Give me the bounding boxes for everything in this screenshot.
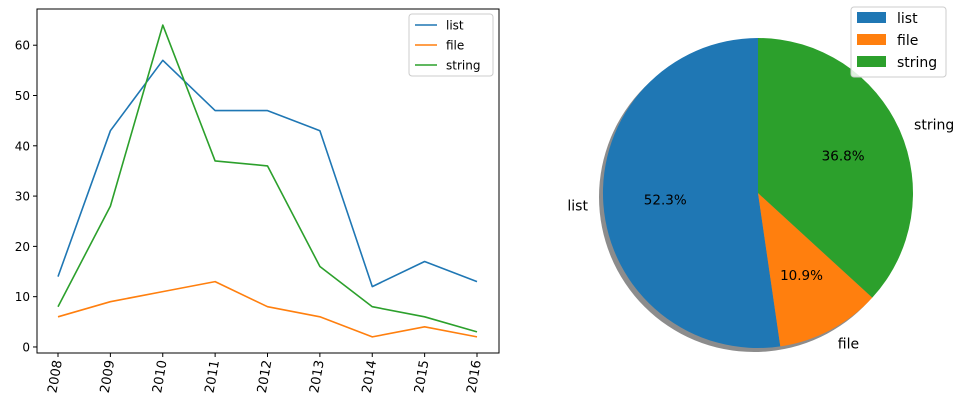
- legend-string-label: string: [446, 59, 480, 73]
- x-tick-label: 2010: [150, 359, 171, 394]
- pie-percent-file: 10.9%: [780, 268, 823, 284]
- pie-legend-string-swatch: [857, 56, 886, 67]
- pie-slice-string: [758, 38, 913, 298]
- pie-label-string: string: [914, 117, 954, 133]
- pie-percent-string: 36.8%: [822, 149, 865, 165]
- series-string-line: [57, 24, 478, 333]
- y-tick-label: 0: [22, 340, 30, 354]
- x-tick-label: 2014: [360, 359, 381, 394]
- x-tick-label: 2016: [464, 359, 485, 394]
- y-tick-label: 50: [15, 89, 30, 103]
- legend-list-label: list: [446, 19, 464, 33]
- y-tick-label: 30: [15, 190, 30, 204]
- legend-file-label: file: [446, 39, 464, 53]
- line-chart-series: [57, 24, 478, 338]
- pie-label-file: file: [838, 337, 859, 353]
- pie-slice-list: [602, 37, 781, 348]
- pie-percent-list: 52.3%: [644, 193, 687, 209]
- x-tick-label: 2013: [307, 359, 328, 394]
- x-tick-label: 2008: [45, 359, 66, 394]
- line-chart-legend: list file string: [408, 13, 494, 77]
- pie-legend-list-swatch: [857, 12, 886, 23]
- series-list-line: [57, 59, 478, 288]
- x-tick-label: 2009: [98, 359, 119, 394]
- pie-chart-legend: list file string: [850, 6, 947, 78]
- pie-legend-list-label: list: [897, 11, 918, 27]
- x-tick-label: 2015: [412, 359, 433, 394]
- y-tick-label: 20: [15, 240, 30, 254]
- y-tick-label: 60: [15, 39, 30, 53]
- line-chart-y-ticks: 0 10 20 30 40 50 60: [15, 39, 37, 354]
- pie-label-list: list: [567, 198, 588, 214]
- pie-chart: 52.3% list 10.9% file 36.8% string list file st…: [567, 6, 954, 353]
- pie-legend-string-label: string: [897, 55, 937, 71]
- pie-slice-file: [758, 193, 873, 347]
- y-tick-label: 10: [15, 290, 30, 304]
- x-tick-label: 2012: [255, 359, 276, 394]
- pie-legend-file-label: file: [897, 33, 918, 49]
- x-tick-label: 2011: [203, 359, 224, 394]
- y-tick-label: 40: [15, 139, 30, 153]
- series-file-line: [57, 280, 478, 338]
- pie-slices: [602, 37, 913, 348]
- pie-labels: 52.3% list 10.9% file 36.8% string: [567, 117, 954, 352]
- legend-box: [408, 13, 494, 77]
- line-chart-x-ticks: 2008 2009 2010 2011 2012 2013 2014 2015 2016: [45, 353, 485, 394]
- pie-legend-file-swatch: [857, 34, 886, 45]
- line-chart: 2008 2009 2010 2011 2012 2013 2014 2015 2016 0 10…: [15, 8, 500, 394]
